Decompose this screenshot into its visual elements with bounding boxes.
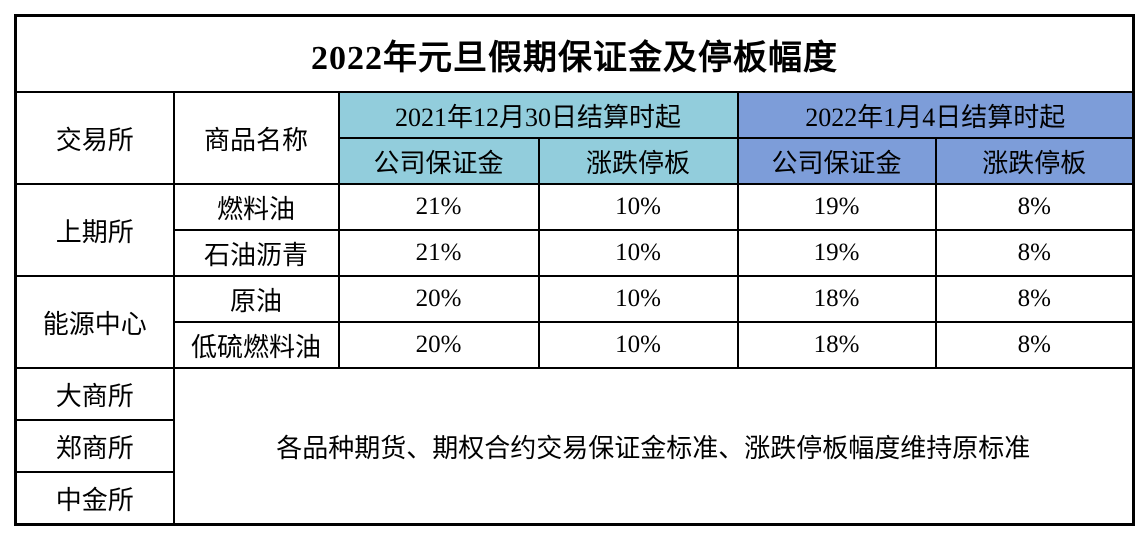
value-cell: 10% [537, 229, 739, 277]
value-cell: 10% [537, 275, 739, 323]
sub-header-row: 公司保证金 涨跌停板 公司保证金 涨跌停板 [16, 137, 1135, 185]
value-cell: 19% [736, 229, 937, 277]
value-cell: 8% [934, 183, 1135, 231]
table-row: 能源中心 原油 20% 10% 18% 8% [14, 275, 1135, 369]
subheader-company-margin-2: 公司保证金 [736, 137, 937, 185]
value-cell: 10% [537, 183, 739, 231]
value-cell: 20% [337, 275, 540, 323]
header-period-2022-01-04: 2022年1月4日结算时起 [736, 91, 1135, 139]
group-header-row: 交易所 商品名称 2021年12月30日结算时起 2022年1月4日结算时起 [14, 91, 1135, 185]
value-cell: 10% [537, 321, 739, 369]
subheader-price-limit-1: 涨跌停板 [537, 137, 739, 185]
product-cell: 低硫燃料油 [172, 321, 340, 369]
subheader-company-margin-1: 公司保证金 [337, 137, 540, 185]
table-row: 石油沥青 21% 10% 19% 8% [16, 229, 1135, 277]
product-cell: 石油沥青 [172, 229, 340, 277]
table-row: 中金所 [14, 471, 1134, 526]
table-row: 大商所 各品种期货、期权合约交易保证金标准、涨跌停板幅度维持原标准 [14, 367, 1135, 526]
exchange-cell-dce: 大商所 [14, 367, 175, 421]
header-product: 商品名称 [172, 91, 340, 185]
page-title: 2022年元旦假期保证金及停板幅度 [14, 14, 1135, 93]
value-cell: 21% [337, 183, 540, 231]
header-period-2021-12-30: 2021年12月30日结算时起 [337, 91, 739, 139]
exchange-cell-ine: 能源中心 [14, 275, 175, 369]
value-cell: 8% [934, 321, 1135, 369]
header-exchange: 交易所 [14, 91, 175, 185]
exchange-cell-cffex: 中金所 [14, 471, 175, 526]
value-cell: 18% [736, 275, 937, 323]
value-cell: 8% [934, 275, 1135, 323]
product-cell: 燃料油 [172, 183, 340, 231]
title-row: 2022年元旦假期保证金及停板幅度 [14, 14, 1135, 93]
value-cell: 18% [736, 321, 937, 369]
product-cell: 原油 [172, 275, 340, 323]
exchange-cell-czce: 郑商所 [14, 419, 175, 473]
note-cell: 各品种期货、期权合约交易保证金标准、涨跌停板幅度维持原标准 [172, 367, 1135, 526]
value-cell: 20% [337, 321, 540, 369]
value-cell: 19% [736, 183, 937, 231]
table-row: 上期所 燃料油 21% 10% 19% 8% [14, 183, 1135, 277]
value-cell: 8% [934, 229, 1135, 277]
margin-table: 2022年元旦假期保证金及停板幅度 交易所 商品名称 2021年12月30日结算… [14, 14, 1136, 526]
subheader-price-limit-2: 涨跌停板 [934, 137, 1135, 185]
table-row: 郑商所 [14, 419, 1134, 473]
exchange-cell-shfe: 上期所 [14, 183, 175, 277]
value-cell: 21% [337, 229, 540, 277]
table-row: 低硫燃料油 20% 10% 18% 8% [16, 321, 1135, 369]
